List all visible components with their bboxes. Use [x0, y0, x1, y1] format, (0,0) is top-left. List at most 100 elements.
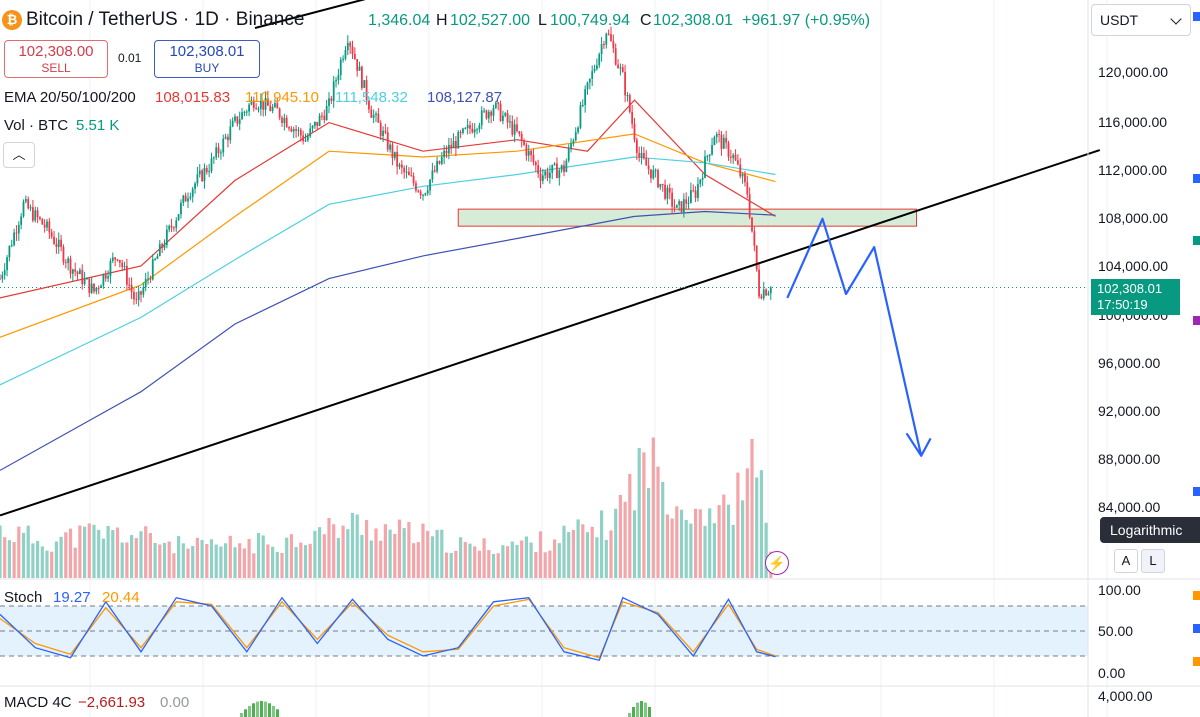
stoch-label[interactable]: Stoch [4, 589, 43, 606]
volume-bar [144, 526, 148, 578]
ohlc-high: 102,527.00 [450, 12, 531, 29]
ema-label[interactable]: EMA 20/50/100/200 [4, 89, 136, 106]
ema-line [0, 133, 776, 338]
stoch-k-line [0, 596, 776, 661]
candle-body [565, 160, 568, 172]
macd-label[interactable]: MACD 4C [4, 694, 72, 711]
candle-body [527, 150, 530, 156]
buy-price: 102,308.01 [169, 43, 245, 60]
candle-body [173, 227, 175, 229]
candle-body [638, 153, 641, 158]
candle-body [118, 259, 121, 263]
candle-body [245, 111, 248, 113]
candle-body [610, 34, 612, 42]
candle-body [633, 123, 636, 140]
buy-button[interactable]: 102,308.01 BUY [154, 40, 260, 78]
candle-body [675, 204, 678, 208]
candle-body [541, 175, 544, 181]
y-tick: 104,000.00 [1098, 258, 1169, 274]
volume-bar [435, 529, 439, 578]
candle-body [342, 58, 344, 60]
sell-button[interactable]: 102,308.00 SELL [4, 40, 108, 78]
volume-bar [111, 530, 115, 578]
candle-body [365, 80, 368, 100]
auto-scale-button[interactable]: A [1114, 549, 1138, 573]
volume-bar [271, 546, 275, 578]
symbol-title[interactable]: Bitcoin / TetherUS · 1D · Binance [26, 9, 305, 30]
candle-body [443, 150, 446, 158]
volume-bar [571, 529, 575, 578]
candle-body [316, 121, 319, 126]
candle-body [393, 151, 396, 159]
sell-price: 102,308.00 [18, 43, 94, 60]
ema20-value: 108,015.83 [155, 89, 231, 106]
volume-bar [581, 524, 585, 578]
currency-select[interactable]: USDT [1091, 4, 1191, 36]
candle-body [95, 287, 98, 292]
volume-bar [679, 509, 684, 578]
candle-body [217, 147, 220, 154]
volume-bar [12, 542, 16, 578]
candle-body [718, 133, 720, 135]
candle-body [384, 130, 387, 133]
candle-body [530, 150, 532, 156]
volume-bar [285, 537, 289, 578]
macd-bar [256, 701, 259, 717]
drawings[interactable] [0, 0, 1101, 517]
candle-body [71, 269, 74, 274]
macd-tick: 4,000.00 [1098, 688, 1153, 704]
candle-body [191, 188, 194, 197]
candle-body [647, 165, 650, 170]
ohlc-close: 102,308.01 [653, 12, 734, 29]
candle-body [48, 221, 51, 233]
candle-body [652, 170, 655, 179]
volume-bar [125, 542, 129, 578]
volume-bar [628, 473, 632, 578]
candlesticks[interactable] [0, 26, 772, 307]
candle-body [739, 164, 742, 177]
candle-body [306, 136, 309, 141]
volume-bar [200, 540, 204, 578]
volume-bar [214, 544, 218, 578]
candle-body [6, 257, 8, 271]
volume-bar [162, 542, 167, 578]
candle-body [325, 105, 328, 121]
volume-value: 5.51 K [76, 117, 120, 134]
logarithmic-tooltip: Logarithmic [1100, 517, 1200, 543]
candle-body [36, 210, 39, 218]
log-scale-button[interactable]: L [1141, 549, 1165, 573]
volume-bar [242, 548, 246, 578]
volume-bar [397, 519, 402, 578]
volume-bar [426, 530, 430, 578]
candle-body [400, 164, 403, 168]
volume-bar [134, 538, 138, 578]
collapse-legend-button[interactable]: ︿ [3, 142, 35, 168]
volume-bar [745, 468, 749, 578]
volume-label[interactable]: Vol · BTC [4, 117, 69, 134]
candle-body [64, 262, 67, 264]
lightning-icon[interactable]: ⚡ [765, 551, 789, 575]
volume-bar [524, 536, 528, 578]
candle-body [86, 278, 88, 280]
volume-bar [506, 546, 510, 578]
macd-bar [636, 702, 639, 717]
candle-body [621, 67, 624, 73]
candle-body [22, 201, 25, 217]
volume-bar [487, 550, 491, 578]
candle-body [356, 59, 359, 71]
candle-body [262, 100, 265, 110]
candle-body [276, 103, 279, 109]
stoch-k-value: 19.27 [53, 589, 91, 606]
volume-bar [750, 438, 754, 578]
volume-bar [261, 535, 265, 578]
volume-bar [637, 448, 641, 578]
candle-body [74, 269, 77, 272]
candle-body [697, 184, 699, 198]
volume-bar [416, 542, 420, 578]
candle-body [111, 257, 114, 261]
candle-body [184, 195, 187, 202]
candle-body [643, 153, 645, 158]
candle-body [370, 109, 373, 118]
candle-body [0, 278, 1, 280]
